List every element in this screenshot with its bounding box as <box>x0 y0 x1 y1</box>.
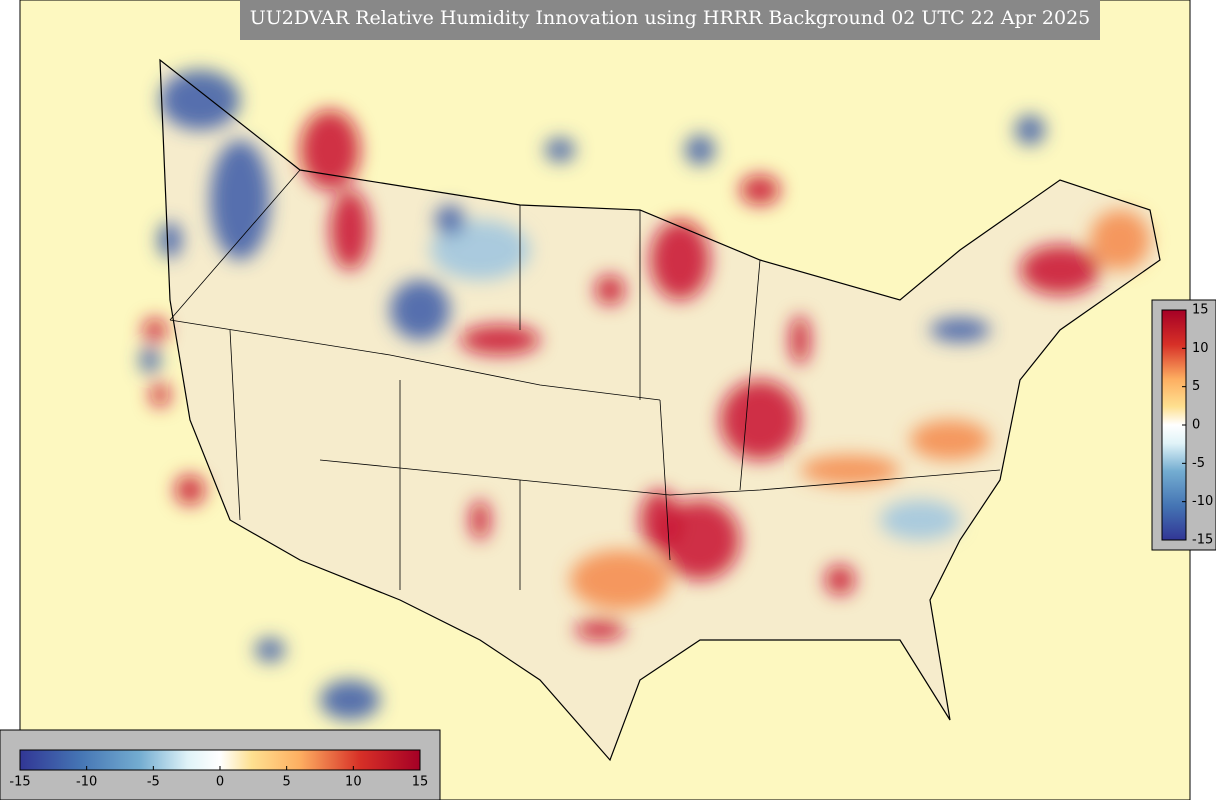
field-blob <box>800 455 900 485</box>
field-blob <box>570 550 670 610</box>
field-blob <box>430 220 530 280</box>
field-blob <box>1090 210 1150 270</box>
field-blob <box>685 135 715 165</box>
colorbar-tick-label: -5 <box>147 775 160 790</box>
colorbar-tick-label: 0 <box>216 775 224 790</box>
field-blob <box>640 490 680 550</box>
field-blob <box>720 380 800 460</box>
title: UU2DVAR Relative Humidity Innovation usi… <box>250 7 1091 29</box>
colorbar-tick-label: 10 <box>1192 341 1209 356</box>
colorbar-tick-label: -15 <box>1192 533 1213 548</box>
field-blob <box>575 620 625 640</box>
field-blob <box>143 318 167 342</box>
title-box <box>240 0 1100 40</box>
field-blob <box>545 138 575 162</box>
colorbar-tick-label: 10 <box>345 775 362 790</box>
field-blob <box>160 70 240 130</box>
field-blob <box>140 346 160 374</box>
field-blob <box>740 175 780 205</box>
coastline <box>159 58 1161 762</box>
land <box>160 60 1160 760</box>
field <box>140 70 1150 720</box>
field-blob <box>650 220 710 300</box>
field-blob <box>150 383 170 407</box>
colorbar-tick-label: 5 <box>283 775 291 790</box>
field-blob <box>300 110 360 190</box>
field-blob <box>595 275 625 305</box>
field-blob <box>255 638 285 662</box>
field-blob <box>330 190 370 270</box>
colorbar-tick-label: -15 <box>9 775 30 790</box>
field-blob <box>1020 245 1100 295</box>
field-blob <box>158 222 182 258</box>
field-blob <box>880 500 960 540</box>
colorbar-tick-label: 5 <box>1192 379 1200 394</box>
field-blob <box>910 420 990 460</box>
field-blob <box>930 318 990 342</box>
field-blob <box>790 315 810 365</box>
field-blob <box>320 680 380 720</box>
map <box>20 0 1190 800</box>
field-blob <box>210 140 270 260</box>
field-blob <box>390 280 450 340</box>
colorbar-tick-label: 15 <box>412 775 429 790</box>
field-blob <box>1015 115 1045 145</box>
field-blob <box>825 565 855 595</box>
field-blob <box>460 325 540 355</box>
colorbar-tick-label: -10 <box>1192 494 1213 509</box>
colorbar-tick-label: -5 <box>1192 456 1205 471</box>
field-blob <box>435 205 465 235</box>
colorbar-tick-label: 15 <box>1192 303 1209 318</box>
field-blob <box>470 500 490 540</box>
state-boundaries <box>169 169 1001 590</box>
colorbar-tick-label: 0 <box>1192 418 1200 433</box>
field-blob <box>175 475 205 505</box>
colorbar-tick-label: -10 <box>76 775 97 790</box>
